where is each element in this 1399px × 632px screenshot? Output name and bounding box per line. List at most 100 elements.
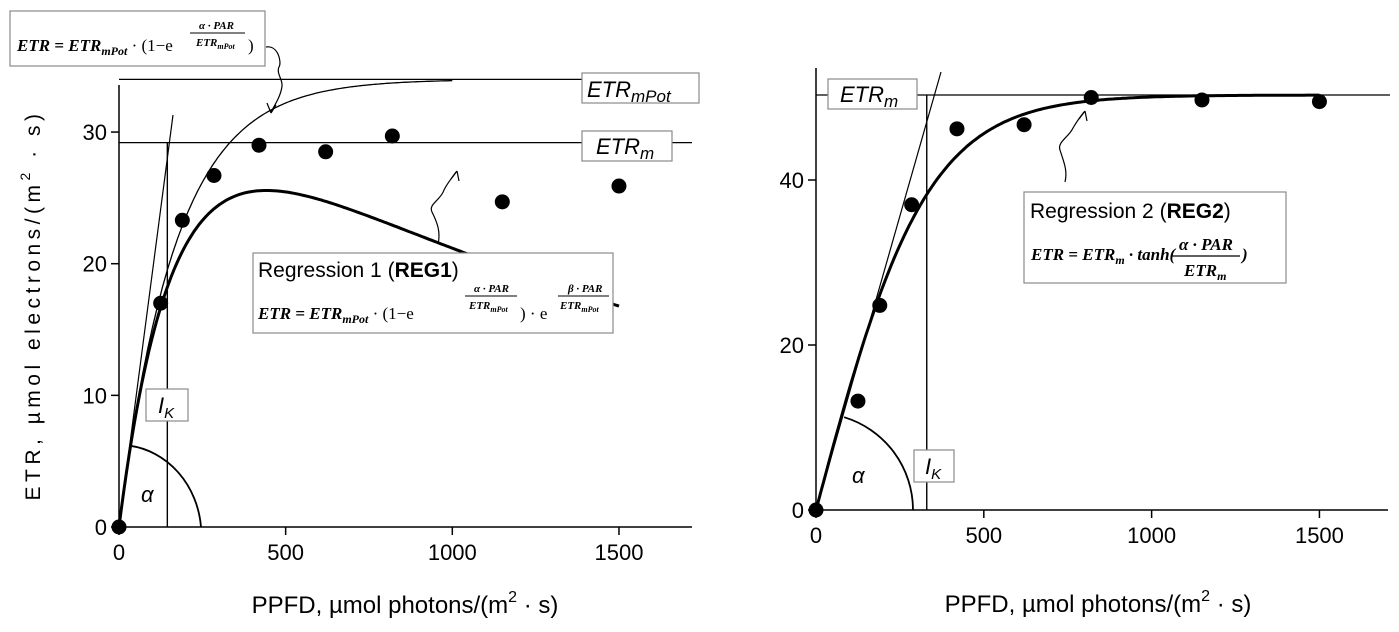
reg2-eq-lhs: ETR = ETR [1030,245,1115,264]
l-x-tick-label: 500 [267,540,304,565]
left-top-eq-arrowhead [266,102,277,114]
reg1-eq-lhs: ETR = ETR [257,304,342,323]
l-data-point [174,212,190,228]
reg1-exp2-num: β · PAR [567,283,602,295]
svg-text:ETR = ETRmPot · (1−e: ETR = ETRmPot · (1−e [257,304,414,326]
reg2-eq-close: ) [1240,245,1248,264]
r-x-tick-label: 1500 [1295,523,1344,548]
left-top-eq-arrow [265,46,283,113]
l-y-tick-label: 0 [95,515,107,540]
reg2-eq-den-sub: m [1217,269,1226,283]
reg1-eq-sub: mPot [342,312,369,326]
top-eq-lhs: ETR = ETR [16,36,101,55]
l-x-tick-label: 1500 [594,540,643,565]
svg-text:ETRm: ETRm [1183,261,1226,283]
l-data-point [318,144,334,160]
svg-text:ETRmPot: ETRmPot [587,77,672,106]
svg-text:ETR = ETRmPot · (1−e: ETR = ETRmPot · (1−e [16,36,173,58]
svg-text:IK: IK [925,454,942,483]
l-y-tick-label: 30 [83,120,107,145]
left-etrmpot-base: ETR [587,77,631,102]
left-etrmpot-sub: mPot [631,87,672,106]
l-data-point [384,128,400,144]
r-y-tick-label: 40 [780,168,804,193]
right-alpha-arc [843,416,914,511]
r-data-point [1194,92,1210,108]
right-etrm-sub: m [884,92,898,111]
l-data-point [611,178,627,194]
reg1-exp1-den-sub: mPot [490,305,508,314]
svg-text:ETRmPot: ETRmPot [559,300,600,314]
left-ik-sub: K [164,405,175,422]
l-x-tick-label: 0 [113,540,125,565]
l-y-tick-label: 20 [83,252,107,277]
right-reg2-arrow [1058,111,1085,183]
top-eq-exp-den-sub: mPot [217,42,235,51]
r-y-tick-label: 0 [792,498,804,523]
left-alpha-label: α [141,482,155,507]
right-ik-sub: K [931,466,942,483]
reg1-exp2-den-sub: mPot [581,305,599,314]
right-etrm-label: ETRm [827,78,918,111]
r-data-point [1083,90,1099,105]
left-etrmpot-label: ETRmPot [581,72,700,106]
svg-text:Regression 1 (REG1): Regression 1 (REG1) [258,259,459,282]
left-data-points [111,128,627,535]
top-eq-exp-den: ETR [195,37,217,49]
svg-text:ETRm: ETRm [840,82,898,111]
left-x-ticks: 0 500 1000 1500 [113,527,643,565]
l-data-point [206,168,222,184]
right-reg2-box: Regression 2 (REG2) ETR = ETRm · tanh( α… [1023,191,1287,284]
right-alpha-label: α [852,463,866,488]
right-etrm-base: ETR [840,82,884,107]
r-x-tick-label: 500 [965,523,1002,548]
reg1-exp1-den: ETR [468,300,490,312]
left-top-equation: ETR = ETRmPot · (1−e α · PAR ETRmPot ) [9,10,266,67]
left-etrm-base: ETR [596,134,640,159]
right-x-ticks: 0 500 1000 1500 [810,510,1344,548]
left-y-axis-title: ETR, µmol electrons/(m2 · s) [17,110,45,501]
right-reg2-arrowhead [1078,110,1088,122]
r-data-point [872,297,888,313]
right-ik-base: I [925,454,931,479]
l-data-point [494,194,510,210]
top-eq-sub: mPot [101,44,128,58]
svg-text:ETRm: ETRm [596,134,654,163]
right-y-ticks: 0 20 40 [780,168,816,523]
r-data-point [949,121,965,137]
r-x-tick-label: 1000 [1127,523,1176,548]
reg1-title-bold: REG1 [395,259,453,282]
reg2-eq-den: ETR [1183,261,1217,280]
reg1-eq-mid: · (1−e [368,304,413,323]
left-x-axis-title: PPFD, µmol photons/(m2 · s) [252,589,559,619]
l-data-point [153,295,169,311]
right-data-points [808,90,1327,518]
reg1-eq-mid2: ) · e [520,304,547,323]
top-eq-mid: · (1−e [127,36,172,55]
svg-text:IK: IK [158,393,175,422]
left-potential-curve [118,79,453,528]
left-reg1-box: Regression 1 (REG1) ETR = ETRmPot · (1−e… [252,252,614,334]
reg1-exp1-num: α · PAR [474,283,509,295]
r-y-tick-label: 20 [780,333,804,358]
left-etrm-sub: m [640,144,654,163]
svg-text:ETRmPot: ETRmPot [195,37,236,51]
svg-text:Regression 2 (REG2): Regression 2 (REG2) [1030,200,1231,223]
r-data-point [904,197,920,213]
left-reg1-arrow [430,171,457,245]
left-ik-label: IK [145,388,189,422]
reg2-title-pre: Regression 2 ( [1030,200,1167,223]
reg2-eq-mid: · tanh( [1125,245,1177,264]
right-reg2-curve [814,93,1320,511]
l-data-point [251,137,267,153]
reg2-title-bold: REG2 [1167,200,1224,223]
l-x-tick-label: 1000 [428,540,477,565]
svg-text:ETR = ETRm · tanh(: ETR = ETRm · tanh( [1030,245,1177,267]
left-etrm-label: ETRm [581,130,673,163]
reg1-title-post: ) [452,259,459,282]
r-data-point [1016,117,1032,133]
left-alpha-arc [129,444,202,528]
